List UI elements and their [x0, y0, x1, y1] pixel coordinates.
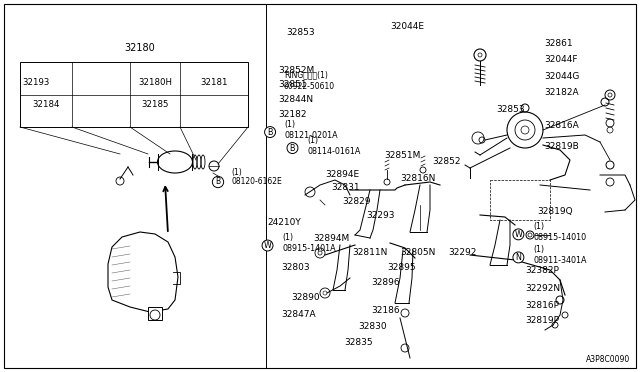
- Text: (1): (1): [533, 222, 544, 231]
- Bar: [20, 62, 248, 127]
- Text: 32816P: 32816P: [525, 301, 559, 310]
- Text: 32816N: 32816N: [400, 174, 435, 183]
- Text: 32853: 32853: [287, 28, 315, 37]
- Text: 08121-0201A: 08121-0201A: [285, 131, 339, 140]
- Text: 32044E: 32044E: [390, 22, 424, 31]
- Text: 32193: 32193: [22, 78, 50, 87]
- Text: 32896: 32896: [371, 278, 400, 287]
- Text: 32186: 32186: [371, 306, 400, 315]
- Text: 32044G: 32044G: [544, 72, 579, 81]
- Text: 32847A: 32847A: [282, 310, 316, 319]
- Text: 08120-6162E: 08120-6162E: [231, 177, 282, 186]
- Text: 00922-50610: 00922-50610: [284, 82, 335, 91]
- Text: 32852: 32852: [432, 157, 461, 166]
- Text: 08915-14010: 08915-14010: [533, 233, 586, 242]
- Text: 32819Q: 32819Q: [538, 207, 573, 216]
- Text: 32894E: 32894E: [325, 170, 359, 179]
- Bar: [148, 307, 162, 320]
- Text: 32180: 32180: [125, 43, 156, 53]
- Text: 32829: 32829: [342, 198, 371, 206]
- Text: 32292: 32292: [448, 248, 476, 257]
- Text: 32895: 32895: [387, 263, 416, 272]
- Text: B: B: [268, 128, 273, 137]
- Text: 32803: 32803: [282, 263, 310, 272]
- Text: 32852M: 32852M: [278, 66, 315, 75]
- Text: RINGリング(1): RINGリング(1): [284, 70, 328, 79]
- Text: 32182A: 32182A: [544, 88, 579, 97]
- Text: 24210Y: 24210Y: [268, 218, 301, 227]
- Text: 32819B: 32819B: [544, 142, 579, 151]
- Text: B: B: [216, 177, 221, 186]
- Text: 32292N: 32292N: [525, 284, 560, 293]
- Text: 08915-1401A: 08915-1401A: [282, 244, 336, 253]
- Text: 08114-0161A: 08114-0161A: [307, 147, 360, 155]
- Text: B: B: [290, 144, 295, 153]
- Text: 32382P: 32382P: [525, 266, 559, 275]
- Text: (1): (1): [307, 135, 318, 145]
- Text: 32181: 32181: [200, 78, 228, 87]
- Text: 32894M: 32894M: [314, 234, 350, 243]
- Text: 32830: 32830: [358, 322, 387, 331]
- Text: N: N: [515, 253, 522, 262]
- Text: 32831: 32831: [332, 183, 360, 192]
- Text: 32805N: 32805N: [400, 248, 435, 257]
- Text: 32851M: 32851M: [384, 151, 420, 160]
- Text: 08911-3401A: 08911-3401A: [533, 256, 587, 265]
- Text: 32835: 32835: [344, 338, 373, 347]
- Text: (1): (1): [231, 167, 242, 176]
- Text: (1): (1): [285, 119, 296, 129]
- Text: W: W: [515, 230, 522, 239]
- Text: A3P8C0090: A3P8C0090: [586, 356, 630, 365]
- Text: 32890: 32890: [291, 293, 320, 302]
- Text: 32293: 32293: [366, 211, 395, 220]
- Text: (1): (1): [282, 233, 293, 242]
- Text: 32185: 32185: [141, 100, 169, 109]
- Text: 32184: 32184: [32, 100, 60, 109]
- Text: 32816A: 32816A: [544, 121, 579, 130]
- Text: 32819P: 32819P: [525, 316, 559, 325]
- Text: 32182: 32182: [278, 110, 307, 119]
- Text: 32180H: 32180H: [138, 78, 172, 87]
- Text: 32844N: 32844N: [278, 95, 314, 104]
- Text: 32851: 32851: [278, 80, 307, 89]
- Text: 32811N: 32811N: [352, 248, 387, 257]
- Text: 32861: 32861: [544, 39, 573, 48]
- Text: 32853: 32853: [496, 105, 525, 114]
- Text: W: W: [264, 241, 271, 250]
- Text: (1): (1): [533, 245, 544, 254]
- Text: 32044F: 32044F: [544, 55, 577, 64]
